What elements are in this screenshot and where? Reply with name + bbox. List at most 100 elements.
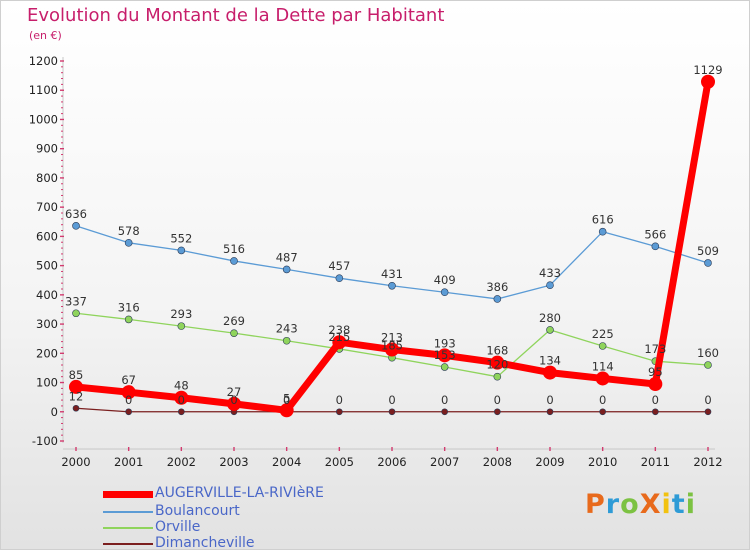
- x-tick-label: 2005: [325, 455, 354, 469]
- data-label-augerville-la-rivi-re: 168: [486, 344, 508, 358]
- y-tick-label: 900: [36, 142, 58, 156]
- data-label-boulancourt: 431: [381, 267, 403, 281]
- data-label-boulancourt: 509: [697, 244, 719, 258]
- x-tick-label: 2010: [588, 455, 617, 469]
- data-point-orville: [598, 342, 607, 350]
- data-label-augerville-la-rivi-re: 213: [381, 331, 403, 345]
- data-label-orville: 316: [118, 300, 140, 314]
- data-label-dimancheville: 0: [125, 393, 132, 407]
- legend-label: Dimancheville: [155, 535, 255, 551]
- x-tick-label: 2012: [693, 455, 722, 469]
- data-label-augerville-la-rivi-re: 27: [227, 385, 242, 399]
- data-labels: 85 67 48 27 5 238 213 193 168 134 114 95 1129 636 578 5…: [65, 63, 723, 407]
- data-label-boulancourt: 386: [486, 280, 508, 294]
- data-point-boulancourt: [704, 259, 712, 267]
- data-point-augerville-la-rivi-re: [121, 385, 136, 400]
- data-label-boulancourt: 578: [118, 224, 140, 238]
- line-chart: -100010020030040050060070080090010001100…: [29, 54, 723, 469]
- data-point-boulancourt: [440, 288, 449, 297]
- data-point-augerville-la-rivi-re: [543, 365, 557, 380]
- legend-label: AUGERVILLE-LA-RIVIèRE: [155, 485, 324, 501]
- data-label-augerville-la-rivi-re: 67: [121, 373, 136, 387]
- y-tick-label: 200: [36, 346, 58, 360]
- data-label-dimancheville: 0: [704, 393, 711, 407]
- data-label-orville: 160: [697, 346, 719, 360]
- data-label-boulancourt: 552: [170, 231, 192, 245]
- chart-title: Evolution du Montant de la Dette par Hab…: [27, 5, 445, 26]
- data-label-dimancheville: 0: [336, 393, 343, 407]
- data-point-augerville-la-rivi-re: [490, 355, 505, 370]
- data-point-dimancheville: [336, 408, 343, 416]
- x-tick-label: 2000: [61, 455, 90, 469]
- data-label-boulancourt: 409: [434, 273, 456, 287]
- data-point-augerville-la-rivi-re: [279, 403, 294, 418]
- y-tick-label: 100: [36, 376, 58, 390]
- data-label-augerville-la-rivi-re: 238: [328, 323, 350, 337]
- data-label-dimancheville: 12: [69, 389, 84, 403]
- data-label-augerville-la-rivi-re: 114: [592, 359, 614, 373]
- y-tick-label: -100: [32, 434, 58, 448]
- data-label-orville: 185: [381, 339, 403, 353]
- y-tick-label: 0: [51, 405, 58, 419]
- data-point-dimancheville: [388, 408, 396, 416]
- data-label-dimancheville: 0: [388, 393, 395, 407]
- x-tick-label: 2003: [219, 455, 248, 469]
- data-point-dimancheville: [178, 408, 185, 416]
- data-point-boulancourt: [72, 222, 80, 230]
- data-point-orville: [177, 322, 186, 330]
- data-point-augerville-la-rivi-re: [701, 74, 715, 89]
- y-tick-label: 800: [36, 171, 58, 185]
- y-tick-label: 1000: [29, 112, 58, 126]
- x-tick-label: 2009: [535, 455, 564, 469]
- x-tick-label: 2006: [377, 455, 406, 469]
- data-label-boulancourt: 566: [644, 227, 666, 241]
- data-point-dimancheville: [72, 404, 80, 412]
- data-label-orville: 243: [276, 322, 298, 336]
- data-point-dimancheville: [652, 408, 659, 416]
- data-point-orville: [72, 309, 80, 318]
- y-tick-label: 700: [36, 200, 58, 214]
- data-point-dimancheville: [441, 408, 448, 416]
- data-label-orville: 269: [223, 314, 245, 328]
- data-point-boulancourt: [388, 281, 396, 290]
- data-label-dimancheville: 0: [599, 393, 606, 407]
- axes: -100010020030040050060070080090010001100…: [29, 54, 723, 469]
- data-point-boulancourt: [282, 265, 291, 274]
- y-tick-label: 1100: [29, 83, 58, 97]
- data-point-orville: [124, 315, 133, 324]
- data-point-orville: [282, 336, 291, 345]
- data-label-augerville-la-rivi-re: 134: [539, 354, 561, 368]
- data-label-augerville-la-rivi-re: 85: [69, 368, 84, 382]
- data-label-orville: 225: [592, 327, 614, 341]
- data-label-boulancourt: 457: [328, 259, 350, 273]
- data-point-boulancourt: [124, 239, 133, 247]
- data-label-orville: 215: [328, 330, 350, 344]
- legend-swatch: [103, 511, 153, 513]
- data-label-augerville-la-rivi-re: 5: [283, 391, 290, 405]
- x-tick-label: 2008: [483, 455, 512, 469]
- data-label-dimancheville: 0: [652, 393, 659, 407]
- data-label-boulancourt: 487: [276, 250, 298, 264]
- x-tick-label: 2002: [167, 455, 196, 469]
- data-point-orville: [230, 329, 238, 337]
- data-point-orville: [546, 326, 554, 334]
- data-label-dimancheville: 0: [230, 393, 237, 407]
- data-label-dimancheville: 0: [178, 393, 185, 407]
- data-point-dimancheville: [546, 408, 554, 416]
- y-tick-label: 400: [36, 288, 58, 302]
- data-label-boulancourt: 433: [539, 266, 561, 280]
- data-point-augerville-la-rivi-re: [385, 342, 399, 357]
- data-point-boulancourt: [177, 246, 186, 255]
- data-label-boulancourt: 616: [592, 213, 614, 227]
- data-point-dimancheville: [704, 408, 712, 416]
- data-point-augerville-la-rivi-re: [69, 379, 83, 394]
- data-label-orville: 337: [65, 294, 87, 308]
- x-tick-label: 2011: [641, 455, 670, 469]
- y-tick-label: 500: [36, 259, 58, 273]
- data-point-boulancourt: [230, 257, 238, 265]
- data-point-boulancourt: [546, 281, 554, 290]
- x-tick-label: 2004: [272, 455, 301, 469]
- legend-swatch: [103, 527, 153, 529]
- data-label-augerville-la-rivi-re: 193: [434, 336, 456, 350]
- data-label-augerville-la-rivi-re: 48: [174, 379, 189, 393]
